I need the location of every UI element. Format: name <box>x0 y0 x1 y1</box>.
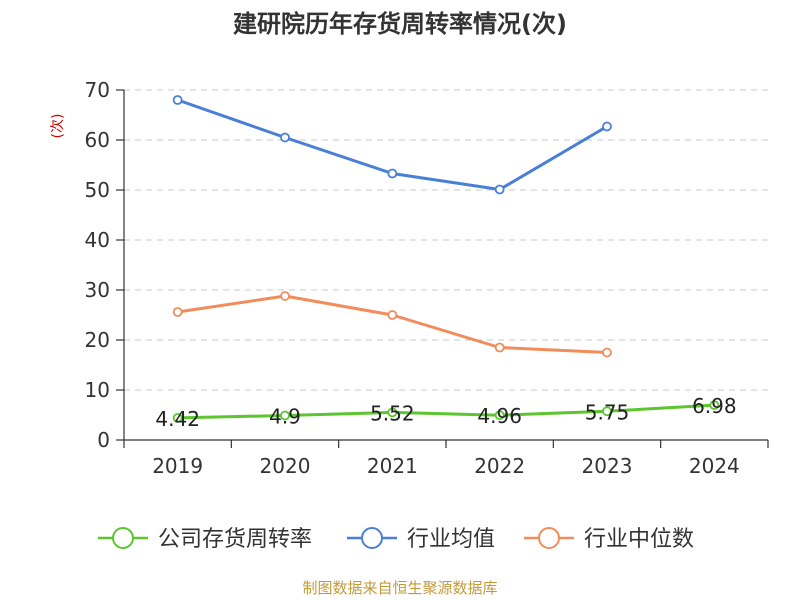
data-point <box>494 410 505 421</box>
y-axis-label: (次) <box>50 114 66 139</box>
series <box>172 95 720 423</box>
axes: 0 10 20 30 40 50 60 70 2019 2020 2021 2022 2023 2024 <box>85 78 769 478</box>
series-1 <box>172 95 612 195</box>
data-point <box>602 121 612 132</box>
y-tick-label: 0 <box>97 428 110 452</box>
series-0 <box>172 400 720 423</box>
legend-label: 行业均值 <box>407 527 495 552</box>
data-point <box>172 95 183 105</box>
data-point <box>280 132 290 143</box>
x-tick-label: 2021 <box>367 454 418 478</box>
data-point <box>494 342 505 353</box>
x-tick-label: 2023 <box>582 454 633 478</box>
grid <box>124 89 768 391</box>
data-point <box>387 168 398 179</box>
y-tick-label: 60 <box>85 128 110 152</box>
data-point <box>709 400 720 411</box>
data-point <box>280 291 290 301</box>
legend-marker <box>538 527 560 549</box>
data-point <box>602 347 612 358</box>
data-label: 5.75 <box>585 400 630 424</box>
chart-title: 建研院历年存货周转率情况(次) <box>233 10 567 38</box>
series-2 <box>172 291 612 358</box>
y-tick-label: 20 <box>85 328 110 352</box>
data-point <box>172 412 183 423</box>
source-note: 制图数据来自恒生聚源数据库 <box>302 579 497 597</box>
series-line <box>177 294 608 354</box>
y-tick-label: 50 <box>85 178 110 202</box>
data-label: 4.96 <box>477 404 522 428</box>
data-point <box>387 310 398 320</box>
legend-marker <box>361 527 383 549</box>
series-line <box>177 403 715 420</box>
legend-item: 行业中位数 <box>524 527 694 552</box>
data-point <box>172 307 183 317</box>
legend-item: 公司存货周转率 <box>98 527 312 552</box>
data-point <box>494 184 505 195</box>
legend-label: 行业中位数 <box>584 527 694 552</box>
data-label: 4.9 <box>269 405 301 429</box>
y-tick-label: 40 <box>85 228 110 252</box>
data-label: 4.42 <box>155 407 200 431</box>
data-point <box>387 407 398 418</box>
legend-item: 行业均值 <box>347 527 495 552</box>
data-label: 5.52 <box>370 401 415 425</box>
x-tick-label: 2020 <box>260 454 311 478</box>
y-tick-label: 30 <box>85 278 110 302</box>
legend-marker <box>112 527 134 549</box>
data-label: 6.98 <box>692 394 737 418</box>
data-point <box>280 410 290 421</box>
data-point <box>602 406 612 417</box>
y-tick-label: 70 <box>85 78 110 102</box>
data-labels: 4.42 4.9 5.52 4.96 5.75 6.98 <box>155 394 736 431</box>
x-tick-label: 2024 <box>689 454 740 478</box>
y-tick-label: 10 <box>85 378 110 402</box>
x-tick-label: 2019 <box>152 454 203 478</box>
legend: 公司存货周转率 行业均值 行业中位数 <box>98 527 694 552</box>
legend-label: 公司存货周转率 <box>158 527 312 552</box>
x-tick-label: 2022 <box>474 454 525 478</box>
